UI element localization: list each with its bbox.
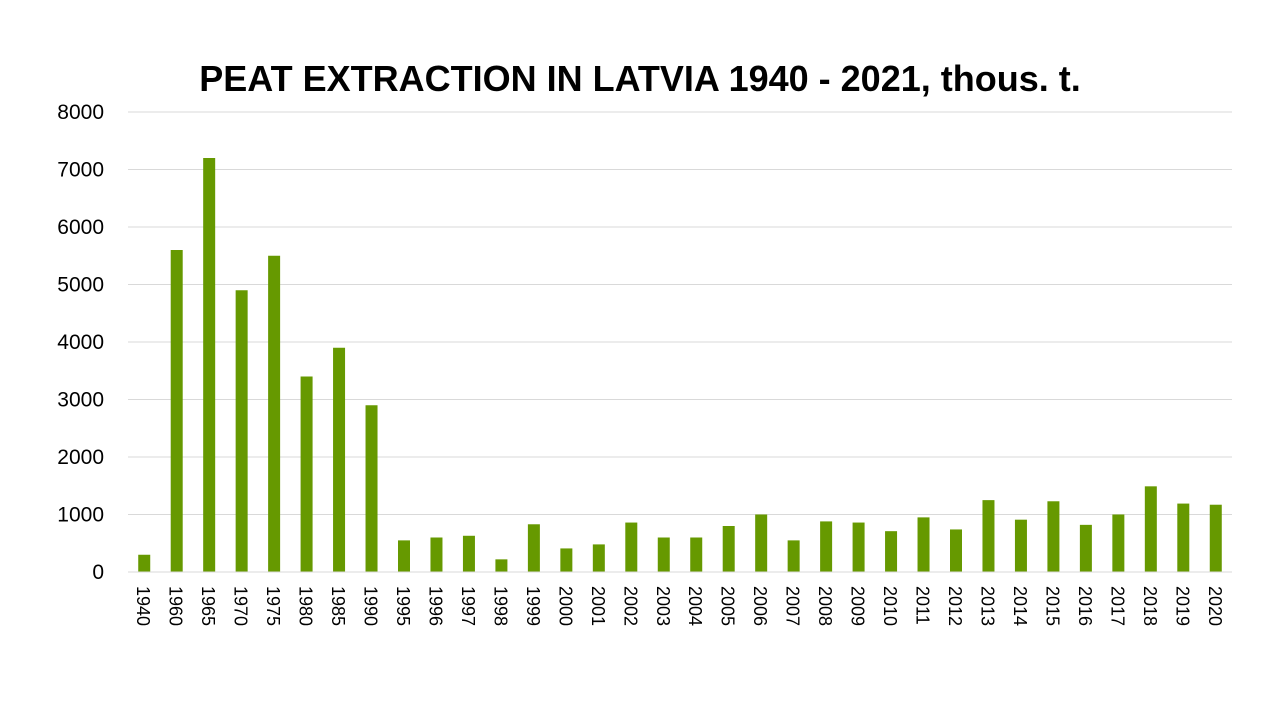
x-tick-label-1970: 1970: [231, 586, 251, 626]
x-tick-label-1985: 1985: [328, 586, 348, 626]
bar-2018: [1144, 486, 1157, 572]
y-tick-label-5000: 5000: [57, 274, 104, 297]
bar-2000: [560, 548, 573, 572]
x-tick-label-2013: 2013: [977, 586, 997, 626]
bar-1997: [462, 535, 475, 572]
x-axis-ticks: 1940 1960 1965 1970 1975 1980 1985 1990 1995 1996…: [133, 586, 1225, 626]
x-tick-label-2019: 2019: [1172, 586, 1192, 626]
x-tick-label-1996: 1996: [425, 586, 445, 626]
x-tick-label-2015: 2015: [1042, 586, 1062, 626]
y-tick-label-1000: 1000: [57, 504, 104, 527]
x-tick-label-1998: 1998: [490, 586, 510, 626]
x-tick-label-1960: 1960: [166, 586, 186, 626]
bar-2010: [885, 531, 898, 572]
x-tick-label-2000: 2000: [555, 586, 575, 626]
bars: [138, 158, 1222, 572]
bar-2001: [592, 544, 605, 572]
bar-2006: [755, 514, 768, 572]
x-tick-label-2005: 2005: [718, 586, 738, 626]
x-tick-label-2020: 2020: [1205, 586, 1225, 626]
bar-2008: [820, 521, 833, 572]
bar-2015: [1047, 501, 1060, 572]
x-tick-label-1990: 1990: [361, 586, 381, 626]
gridlines: [128, 111, 1232, 515]
y-tick-label-6000: 6000: [57, 216, 104, 239]
y-tick-label-8000: 8000: [57, 101, 104, 124]
y-tick-label-0: 0: [92, 561, 104, 584]
bar-2004: [690, 537, 703, 572]
bar-2005: [722, 526, 735, 572]
chart-title: PEAT EXTRACTION IN LATVIA 1940 - 2021, t…: [199, 58, 1081, 99]
bar-2012: [950, 529, 962, 572]
bar-2017: [1112, 514, 1125, 572]
bar-1998: [495, 559, 508, 572]
bar-1985: [333, 347, 346, 572]
x-tick-label-2002: 2002: [620, 586, 640, 626]
bar-2002: [625, 522, 638, 572]
bar-2014: [1014, 519, 1027, 572]
bar-1960: [170, 250, 183, 572]
bar-2009: [852, 522, 865, 572]
y-axis-ticks: 0 1000 2000 3000 4000 5000 6000 7000 8000: [57, 101, 104, 584]
bar-1999: [527, 524, 540, 572]
x-tick-label-1940: 1940: [133, 586, 153, 626]
bar-2007: [787, 540, 800, 572]
x-tick-label-2017: 2017: [1107, 586, 1127, 626]
x-tick-label-2018: 2018: [1140, 586, 1160, 626]
y-tick-label-4000: 4000: [57, 331, 104, 354]
y-tick-label-3000: 3000: [57, 389, 104, 412]
bar-2020: [1209, 504, 1222, 572]
bar-1995: [398, 540, 410, 572]
bar-1940: [138, 554, 151, 572]
x-tick-label-2011: 2011: [913, 586, 933, 625]
x-tick-label-1997: 1997: [458, 586, 478, 626]
x-tick-label-2006: 2006: [750, 586, 770, 626]
x-tick-label-2012: 2012: [945, 586, 965, 626]
x-tick-label-1999: 1999: [523, 586, 543, 626]
y-tick-label-7000: 7000: [57, 159, 104, 182]
bar-2003: [657, 537, 670, 572]
bar-1975: [268, 255, 281, 572]
bar-2016: [1079, 524, 1092, 572]
x-tick-label-2016: 2016: [1075, 586, 1095, 626]
x-tick-label-1995: 1995: [393, 586, 413, 626]
x-tick-label-1975: 1975: [263, 586, 283, 626]
x-tick-label-1965: 1965: [198, 586, 218, 626]
bar-1970: [235, 290, 248, 572]
x-tick-label-1980: 1980: [296, 586, 316, 626]
x-tick-label-2010: 2010: [880, 586, 900, 626]
x-tick-label-2014: 2014: [1010, 586, 1030, 626]
bar-2019: [1177, 503, 1190, 572]
bar-1980: [300, 376, 313, 572]
x-tick-label-2001: 2001: [588, 586, 608, 626]
bar-1990: [365, 405, 378, 572]
x-tick-label-2008: 2008: [815, 586, 835, 626]
bar-2013: [982, 500, 995, 572]
bar-2011: [917, 517, 930, 572]
x-tick-label-2009: 2009: [848, 586, 868, 626]
y-tick-label-2000: 2000: [57, 446, 104, 469]
x-tick-label-2004: 2004: [685, 586, 705, 626]
x-tick-label-2007: 2007: [783, 586, 803, 626]
x-tick-label-2003: 2003: [653, 586, 673, 626]
bar-1965: [203, 158, 216, 572]
bar-1996: [430, 537, 443, 572]
